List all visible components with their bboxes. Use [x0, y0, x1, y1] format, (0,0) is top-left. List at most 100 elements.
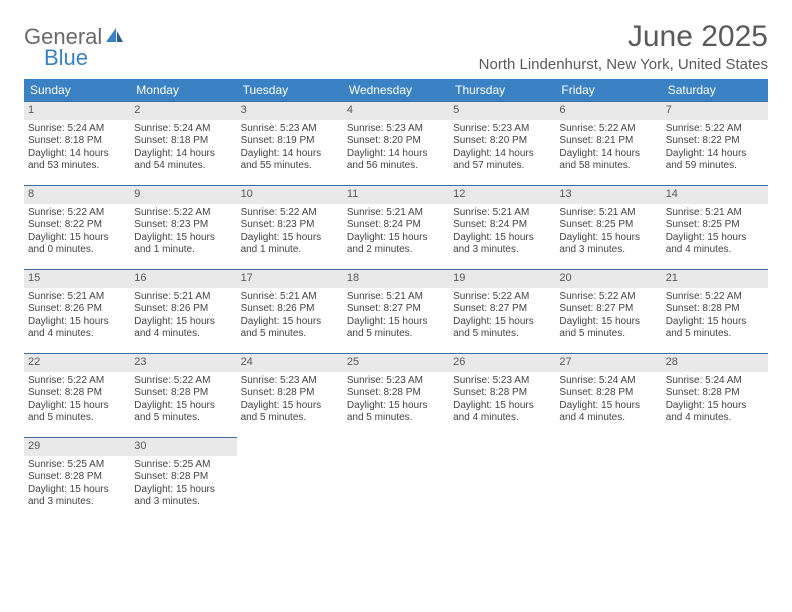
- sunset-line: Sunset: 8:21 PM: [559, 135, 657, 148]
- calendar-week-row: 8Sunrise: 5:22 AMSunset: 8:22 PMDaylight…: [24, 185, 768, 269]
- day-number: 26: [449, 353, 555, 372]
- sunrise-line: Sunrise: 5:23 AM: [347, 375, 445, 388]
- dayhead-thursday: Thursday: [449, 79, 555, 101]
- sunrise-line: Sunrise: 5:22 AM: [666, 123, 764, 136]
- daylight-line: Daylight: 15 hours and 5 minutes.: [347, 316, 445, 341]
- sunset-line: Sunset: 8:28 PM: [134, 387, 232, 400]
- sunrise-line: Sunrise: 5:22 AM: [666, 291, 764, 304]
- sunset-line: Sunset: 8:28 PM: [453, 387, 551, 400]
- calendar-cell: 15Sunrise: 5:21 AMSunset: 8:26 PMDayligh…: [24, 269, 130, 353]
- dayhead-tuesday: Tuesday: [237, 79, 343, 101]
- day-number: 20: [555, 269, 661, 288]
- sunset-line: Sunset: 8:28 PM: [134, 471, 232, 484]
- sunrise-line: Sunrise: 5:21 AM: [347, 291, 445, 304]
- logo-text-blue: Blue: [44, 45, 88, 70]
- daylight-line: Daylight: 15 hours and 2 minutes.: [347, 232, 445, 257]
- sunset-line: Sunset: 8:28 PM: [28, 387, 126, 400]
- daylight-line: Daylight: 15 hours and 4 minutes.: [559, 400, 657, 425]
- daylight-line: Daylight: 15 hours and 5 minutes.: [347, 400, 445, 425]
- daylight-line: Daylight: 15 hours and 4 minutes.: [666, 232, 764, 257]
- sunset-line: Sunset: 8:28 PM: [666, 303, 764, 316]
- day-number: 19: [449, 269, 555, 288]
- calendar-cell: 30Sunrise: 5:25 AMSunset: 8:28 PMDayligh…: [130, 437, 236, 521]
- daylight-line: Daylight: 15 hours and 5 minutes.: [241, 316, 339, 341]
- sunset-line: Sunset: 8:28 PM: [28, 471, 126, 484]
- day-number: 24: [237, 353, 343, 372]
- day-number: 9: [130, 185, 236, 204]
- daylight-line: Daylight: 15 hours and 1 minute.: [134, 232, 232, 257]
- calendar-cell: 9Sunrise: 5:22 AMSunset: 8:23 PMDaylight…: [130, 185, 236, 269]
- daylight-line: Daylight: 14 hours and 55 minutes.: [241, 148, 339, 173]
- calendar-cell: 2Sunrise: 5:24 AMSunset: 8:18 PMDaylight…: [130, 101, 236, 185]
- sunset-line: Sunset: 8:24 PM: [347, 219, 445, 232]
- title-block: June 2025 North Lindenhurst, New York, U…: [479, 20, 768, 73]
- calendar-cell: 21 Sunrise: 5:22 AMSunset: 8:28 PMDayligh…: [662, 269, 768, 353]
- calendar-cell: 24Sunrise: 5:23 AMSunset: 8:28 PMDayligh…: [237, 353, 343, 437]
- daylight-line: Daylight: 15 hours and 5 minutes.: [28, 400, 126, 425]
- daylight-line: Daylight: 15 hours and 3 minutes.: [28, 484, 126, 509]
- calendar-week-row: 15Sunrise: 5:21 AMSunset: 8:26 PMDayligh…: [24, 269, 768, 353]
- sunrise-line: Sunrise: 5:22 AM: [134, 207, 232, 220]
- calendar-cell: [662, 437, 768, 521]
- sunrise-line: Sunrise: 5:25 AM: [28, 459, 126, 472]
- day-number: 8: [24, 185, 130, 204]
- calendar-cell: 3Sunrise: 5:23 AMSunset: 8:19 PMDaylight…: [237, 101, 343, 185]
- day-number: 28: [662, 353, 768, 372]
- sunset-line: Sunset: 8:19 PM: [241, 135, 339, 148]
- daylight-line: Daylight: 14 hours and 54 minutes.: [134, 148, 232, 173]
- daylight-line: Daylight: 15 hours and 4 minutes.: [666, 400, 764, 425]
- sunset-line: Sunset: 8:23 PM: [241, 219, 339, 232]
- daylight-line: Daylight: 15 hours and 5 minutes.: [666, 316, 764, 341]
- sunset-line: Sunset: 8:28 PM: [666, 387, 764, 400]
- calendar-cell: 6Sunrise: 5:22 AMSunset: 8:21 PMDaylight…: [555, 101, 661, 185]
- sunset-line: Sunset: 8:20 PM: [347, 135, 445, 148]
- calendar-cell: 18Sunrise: 5:21 AMSunset: 8:27 PMDayligh…: [343, 269, 449, 353]
- calendar-cell: 25 Sunrise: 5:23 AMSunset: 8:28 PMDayligh…: [343, 353, 449, 437]
- sunset-line: Sunset: 8:27 PM: [559, 303, 657, 316]
- sunrise-line: Sunrise: 5:23 AM: [453, 375, 551, 388]
- calendar-week-row: 1Sunrise: 5:24 AMSunset: 8:18 PMDaylight…: [24, 101, 768, 185]
- sunset-line: Sunset: 8:28 PM: [347, 387, 445, 400]
- calendar-cell: 10Sunrise: 5:22 AMSunset: 8:23 PMDayligh…: [237, 185, 343, 269]
- daylight-line: Daylight: 15 hours and 4 minutes.: [453, 400, 551, 425]
- daylight-line: Daylight: 15 hours and 5 minutes.: [453, 316, 551, 341]
- daylight-line: Daylight: 15 hours and 3 minutes.: [134, 484, 232, 509]
- daylight-line: Daylight: 14 hours and 53 minutes.: [28, 148, 126, 173]
- daylight-line: Daylight: 15 hours and 3 minutes.: [559, 232, 657, 257]
- day-number: 29: [24, 437, 130, 456]
- dayhead-saturday: Saturday: [662, 79, 768, 101]
- sunrise-line: Sunrise: 5:24 AM: [559, 375, 657, 388]
- sunrise-line: Sunrise: 5:21 AM: [666, 207, 764, 220]
- day-number: 16: [130, 269, 236, 288]
- day-number: 22: [24, 353, 130, 372]
- sunrise-line: Sunrise: 5:25 AM: [134, 459, 232, 472]
- day-number: 12: [449, 185, 555, 204]
- day-number: 1: [24, 101, 130, 120]
- day-number: 17: [237, 269, 343, 288]
- daylight-line: Daylight: 15 hours and 5 minutes.: [134, 400, 232, 425]
- calendar-cell: 7Sunrise: 5:22 AMSunset: 8:22 PMDaylight…: [662, 101, 768, 185]
- calendar-cell: 8Sunrise: 5:22 AMSunset: 8:22 PMDaylight…: [24, 185, 130, 269]
- calendar-cell: 11Sunrise: 5:21 AMSunset: 8:24 PMDayligh…: [343, 185, 449, 269]
- daylight-line: Daylight: 15 hours and 4 minutes.: [134, 316, 232, 341]
- day-number: 21: [662, 269, 768, 288]
- calendar-cell: [449, 437, 555, 521]
- sunrise-line: Sunrise: 5:21 AM: [28, 291, 126, 304]
- daylight-line: Daylight: 14 hours and 59 minutes.: [666, 148, 764, 173]
- sunrise-line: Sunrise: 5:24 AM: [666, 375, 764, 388]
- calendar-cell: 22 Sunrise: 5:22 AMSunset: 8:28 PMDayligh…: [24, 353, 130, 437]
- sunrise-line: Sunrise: 5:22 AM: [241, 207, 339, 220]
- day-number: 25: [343, 353, 449, 372]
- sunset-line: Sunset: 8:25 PM: [559, 219, 657, 232]
- sunrise-line: Sunrise: 5:22 AM: [134, 375, 232, 388]
- sunset-line: Sunset: 8:27 PM: [453, 303, 551, 316]
- calendar-cell: 29 Sunrise: 5:25 AMSunset: 8:28 PMDayligh…: [24, 437, 130, 521]
- daylight-line: Daylight: 14 hours and 58 minutes.: [559, 148, 657, 173]
- sunset-line: Sunset: 8:26 PM: [134, 303, 232, 316]
- day-number: 11: [343, 185, 449, 204]
- sunrise-line: Sunrise: 5:22 AM: [28, 375, 126, 388]
- sunset-line: Sunset: 8:24 PM: [453, 219, 551, 232]
- sunset-line: Sunset: 8:28 PM: [241, 387, 339, 400]
- sunrise-line: Sunrise: 5:21 AM: [453, 207, 551, 220]
- sunset-line: Sunset: 8:20 PM: [453, 135, 551, 148]
